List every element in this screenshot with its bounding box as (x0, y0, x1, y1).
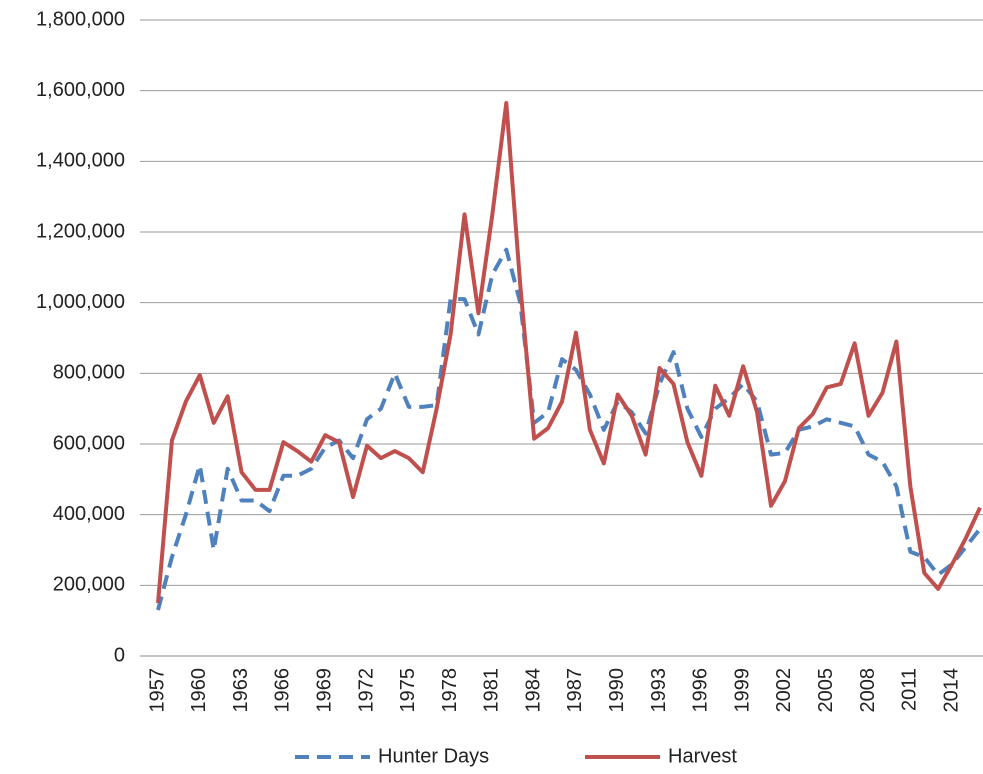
x-tick-label: 1975 (397, 668, 419, 713)
y-tick-label: 1,800,000 (36, 8, 125, 30)
x-tick-label: 1957 (146, 668, 168, 713)
x-tick-label: 1984 (522, 668, 544, 713)
x-tick-label: 1969 (313, 668, 335, 713)
y-tick-label: 800,000 (53, 362, 125, 384)
x-tick-label: 1981 (481, 668, 503, 713)
legend-label: Hunter Days (378, 745, 489, 767)
x-tick-label: 1972 (355, 668, 377, 713)
y-tick-label: 1,200,000 (36, 220, 125, 242)
x-tick-label: 1978 (439, 668, 461, 713)
y-tick-label: 600,000 (53, 432, 125, 454)
y-tick-label: 1,400,000 (36, 150, 125, 172)
series-line (156, 101, 982, 604)
x-tick-label: 1966 (272, 668, 294, 713)
legend-label: Harvest (668, 745, 737, 767)
y-tick-label: 0 (114, 644, 125, 666)
x-tick-label: 2014 (940, 668, 962, 713)
x-tick-label: 1987 (564, 668, 586, 713)
x-tick-label: 1990 (606, 668, 628, 713)
y-tick-label: 1,600,000 (36, 79, 125, 101)
x-tick-label: 1996 (690, 668, 712, 713)
series-line (156, 247, 982, 611)
x-tick-label: 2005 (815, 668, 837, 713)
x-tick-label: 1960 (188, 668, 210, 713)
x-tick-label: 1963 (230, 668, 252, 713)
x-tick-label: 1999 (731, 668, 753, 713)
y-tick-label: 200,000 (53, 574, 125, 596)
x-tick-label: 2008 (857, 668, 879, 713)
x-tick-label: 2011 (899, 668, 921, 711)
y-tick-label: 400,000 (53, 503, 125, 525)
x-tick-label: 2002 (773, 668, 795, 713)
x-tick-label: 1993 (648, 668, 670, 713)
y-tick-label: 1,000,000 (36, 291, 125, 313)
